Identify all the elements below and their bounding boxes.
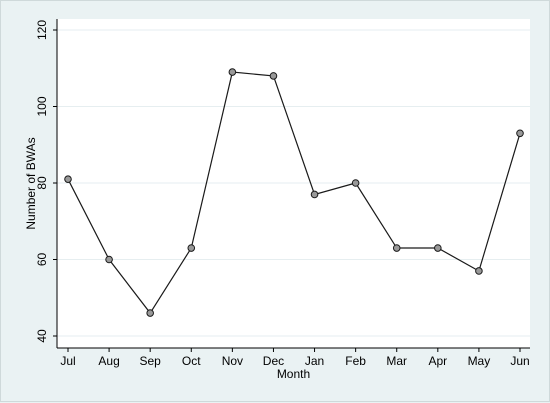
y-tick-label: 60 xyxy=(35,253,49,267)
y-tick-label: 80 xyxy=(35,176,49,190)
y-tick-label: 120 xyxy=(35,20,49,40)
data-point xyxy=(64,175,72,183)
series xyxy=(67,71,521,315)
series-line xyxy=(67,71,521,315)
data-point xyxy=(105,255,113,264)
y-tick-label: 100 xyxy=(35,96,49,116)
data-point xyxy=(351,179,360,187)
data-point xyxy=(269,72,278,80)
x-tick-label: Dec xyxy=(263,354,284,368)
x-tick-label: Sep xyxy=(140,354,162,368)
data-point xyxy=(310,190,319,199)
data-point xyxy=(516,129,524,138)
x-axis-title: Month xyxy=(277,367,310,381)
x-tick-label: May xyxy=(468,354,491,368)
x-tick-labels: Jul Aug Sep Oct Nov Dec Jan Feb Mar Apr May Jun xyxy=(60,354,529,368)
axes xyxy=(53,19,530,352)
y-axis-title: Number of BWAs xyxy=(24,137,38,229)
x-tick-label: Oct xyxy=(182,354,201,368)
x-tick-label: Jun xyxy=(510,354,529,368)
x-tick-label: Jan xyxy=(305,354,324,368)
x-tick-label: Jul xyxy=(60,354,75,368)
y-tick-label: 40 xyxy=(35,329,49,343)
data-points xyxy=(64,68,524,317)
x-tick-label: Mar xyxy=(386,354,407,368)
data-point xyxy=(392,244,401,252)
x-tick-label: Feb xyxy=(345,354,366,368)
data-point xyxy=(228,68,237,76)
data-point xyxy=(434,244,442,252)
data-point xyxy=(187,244,196,252)
x-tick-label: Nov xyxy=(222,354,243,368)
x-tick-label: Aug xyxy=(98,354,119,368)
data-point xyxy=(146,309,154,317)
y-tick-labels: 40 60 80 100 120 xyxy=(35,20,49,343)
data-point xyxy=(475,267,483,275)
grid-lines xyxy=(57,29,530,337)
x-tick-label: Apr xyxy=(428,354,447,368)
